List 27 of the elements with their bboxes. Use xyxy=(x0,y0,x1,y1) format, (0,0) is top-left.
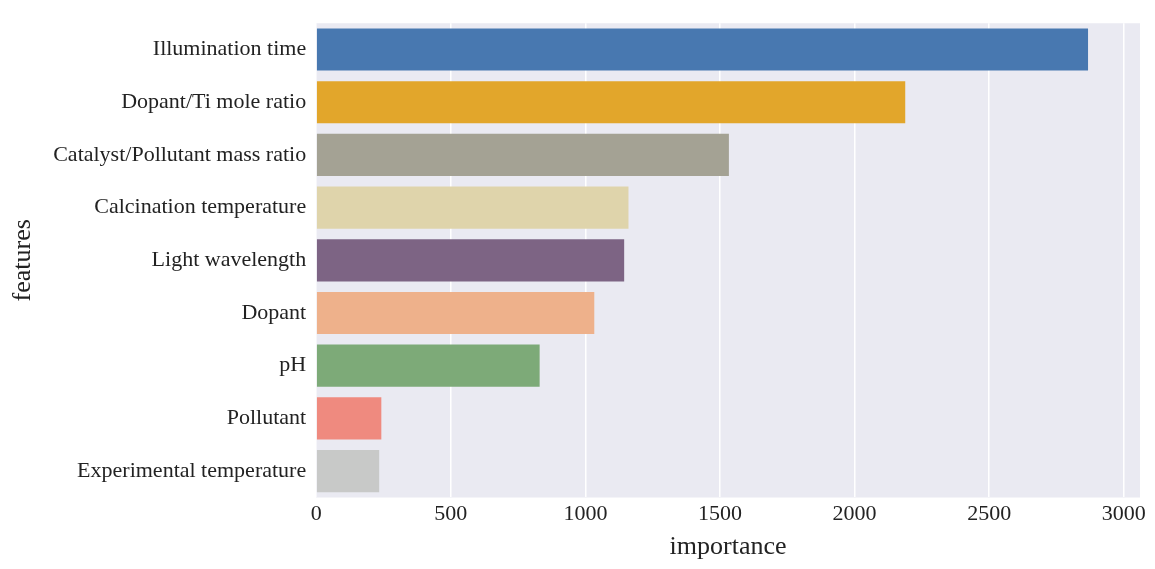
y-tick-label: Dopant xyxy=(241,298,307,324)
y-tick-label: Illumination time xyxy=(152,35,307,61)
x-tick-label: 500 xyxy=(434,500,468,526)
y-tick-label: Catalyst/Pollutant mass ratio xyxy=(53,140,307,166)
y-axis-title: features xyxy=(7,219,37,302)
x-tick-label: 2500 xyxy=(967,500,1012,526)
bar xyxy=(316,291,595,335)
y-tick-label: Light wavelength xyxy=(151,246,307,272)
bar xyxy=(316,449,380,493)
x-tick-label: 0 xyxy=(310,500,322,526)
x-tick-label: 1500 xyxy=(698,500,743,526)
y-tick-label: Experimental temperature xyxy=(77,456,307,482)
bar xyxy=(316,344,540,387)
x-tick-label: 1000 xyxy=(563,500,608,526)
x-tick-label: 2000 xyxy=(832,500,877,526)
bar xyxy=(316,239,625,282)
x-axis-title: importance xyxy=(669,531,787,561)
bar xyxy=(316,28,1089,71)
bar xyxy=(316,397,382,440)
y-tick-label: Pollutant xyxy=(226,404,307,430)
x-tick-label: 3000 xyxy=(1101,500,1146,526)
bar xyxy=(316,133,729,176)
bar xyxy=(316,81,906,124)
y-tick-label: pH xyxy=(279,351,307,377)
y-tick-label: Dopant/Ti mole ratio xyxy=(121,88,307,114)
bar xyxy=(316,186,629,229)
y-tick-label: Calcination temperature xyxy=(94,193,307,219)
